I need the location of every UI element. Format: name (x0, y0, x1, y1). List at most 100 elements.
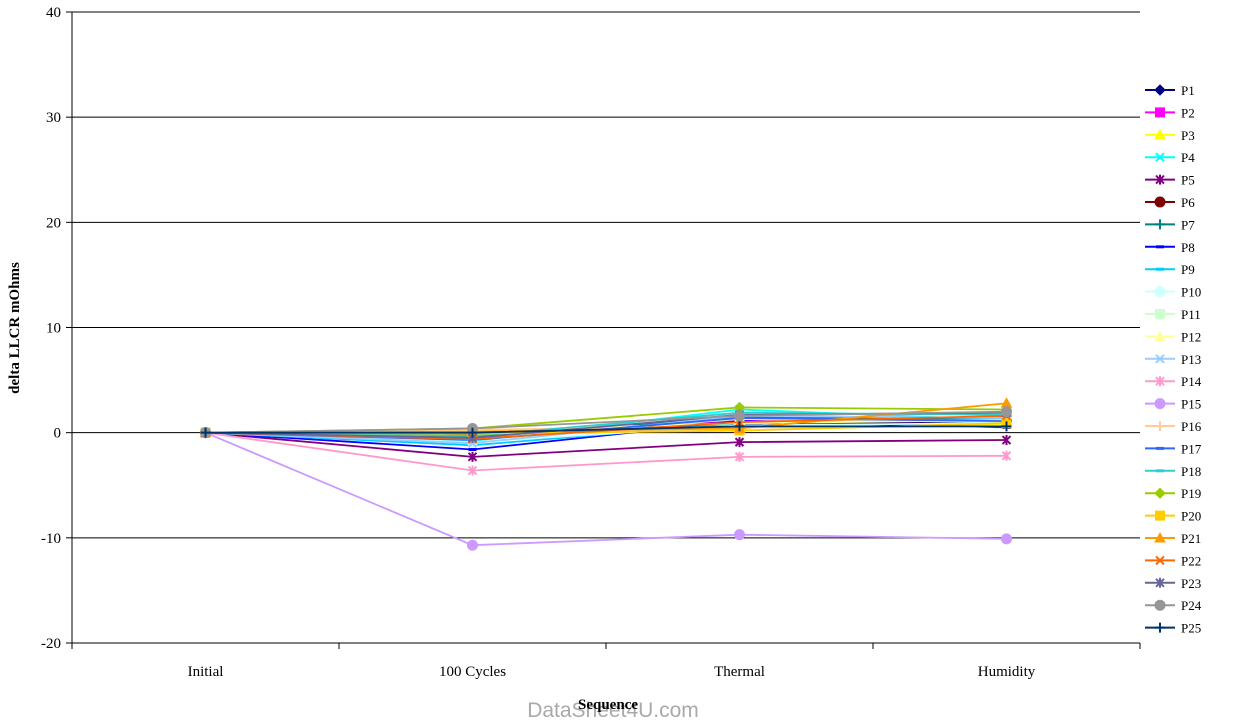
legend-label: P25 (1181, 621, 1201, 636)
series-line (205, 431, 1007, 458)
legend-item: P3 (1145, 128, 1195, 143)
legend-item: P13 (1145, 352, 1201, 367)
legend-item: P7 (1145, 217, 1195, 232)
data-point (467, 539, 478, 551)
legend-item: P23 (1145, 576, 1201, 591)
axes (66, 11, 1141, 649)
y-tick-label: 10 (46, 321, 61, 337)
legend-item: P19 (1145, 486, 1201, 501)
legend-label: P17 (1181, 441, 1202, 456)
x-tick-label: Initial (188, 664, 224, 680)
x-tick-labels: Initial 100 Cycles Thermal Humidity (188, 664, 1036, 680)
legend-label: P14 (1181, 374, 1202, 389)
legend-item: P21 (1145, 531, 1201, 546)
series-lines (199, 397, 1013, 551)
series-line (205, 431, 1007, 547)
data-point (734, 529, 745, 541)
y-tick-label: 20 (46, 215, 61, 231)
x-tick-label: 100 Cycles (439, 664, 506, 680)
legend-item: P6 (1145, 195, 1195, 210)
legend-label: P16 (1181, 419, 1202, 434)
legend-item: P20 (1145, 509, 1201, 524)
y-tick-label: 0 (54, 426, 62, 442)
legend-item: P22 (1145, 553, 1201, 568)
legend-item: P15 (1145, 397, 1201, 412)
legend-label: P6 (1181, 195, 1195, 210)
legend-label: P22 (1181, 553, 1201, 568)
legend: P1 P2 P3 P4 P5 P6 P7 P8 P9 P10 P11 P12 P13 P14 P15 P16 P… (1145, 83, 1202, 636)
legend-label: P3 (1181, 128, 1195, 143)
legend-marker (1155, 152, 1165, 162)
data-point (734, 451, 745, 462)
legend-item: P14 (1145, 374, 1202, 389)
legend-marker (1155, 376, 1165, 387)
legend-label: P18 (1181, 464, 1201, 479)
watermark: DataSheet4U.com (527, 699, 699, 720)
y-tick-label: 30 (46, 110, 61, 126)
legend-marker (1155, 577, 1165, 588)
legend-marker (1154, 487, 1166, 499)
legend-item: P2 (1145, 105, 1195, 120)
legend-marker (1155, 510, 1165, 521)
legend-label: P20 (1181, 509, 1201, 524)
legend-label: P10 (1181, 285, 1201, 300)
legend-item: P11 (1145, 307, 1201, 322)
series-line (205, 431, 1007, 472)
legend-marker (1154, 398, 1166, 410)
legend-item: P1 (1145, 83, 1195, 98)
y-tick-label: -10 (41, 531, 61, 547)
data-point (734, 421, 745, 432)
legend-marker (1155, 622, 1165, 633)
y-tick-label: -20 (41, 636, 61, 652)
data-point (1001, 435, 1012, 446)
legend-label: P15 (1181, 397, 1201, 412)
legend-item: P9 (1145, 262, 1195, 277)
legend-item: P12 (1145, 329, 1201, 344)
legend-item: P10 (1145, 285, 1201, 300)
legend-item: P18 (1145, 464, 1201, 479)
legend-label: P24 (1181, 598, 1202, 613)
series-p25 (200, 421, 1012, 438)
legend-label: P13 (1181, 352, 1201, 367)
legend-marker (1156, 469, 1164, 473)
data-point (468, 447, 477, 451)
legend-marker (1155, 421, 1165, 431)
legend-label: P5 (1181, 173, 1195, 188)
data-point (734, 437, 745, 448)
data-point (467, 465, 478, 476)
legend-marker (1155, 309, 1165, 319)
legend-item: P4 (1145, 150, 1195, 165)
legend-label: P8 (1181, 240, 1195, 255)
legend-marker (1155, 555, 1165, 566)
legend-marker (1155, 107, 1165, 118)
legend-item: P16 (1145, 419, 1202, 434)
legend-label: P2 (1181, 105, 1195, 120)
y-tick-label: 40 (46, 5, 61, 21)
legend-marker (1156, 446, 1164, 450)
legend-marker (1154, 599, 1166, 611)
data-point (1001, 450, 1012, 461)
series-p15 (200, 427, 1012, 551)
data-point (1001, 533, 1012, 545)
legend-label: P12 (1181, 329, 1201, 344)
data-point (200, 427, 211, 438)
legend-label: P1 (1181, 83, 1195, 98)
legend-item: P25 (1145, 621, 1201, 636)
legend-item: P8 (1145, 240, 1195, 255)
legend-label: P21 (1181, 531, 1201, 546)
legend-marker (1154, 196, 1166, 208)
legend-item: P24 (1145, 598, 1202, 613)
x-axis-title: Sequence (578, 697, 638, 713)
legend-item: P17 (1145, 441, 1202, 456)
legend-label: P11 (1181, 307, 1201, 322)
legend-marker (1154, 128, 1166, 140)
data-point (1001, 421, 1012, 432)
legend-marker (1155, 174, 1165, 185)
legend-label: P9 (1181, 262, 1195, 277)
data-point (1001, 406, 1012, 418)
series-line (205, 425, 1007, 434)
legend-marker (1154, 286, 1166, 298)
legend-marker (1154, 330, 1166, 341)
legend-marker (1156, 245, 1164, 249)
y-tick-labels: -20 -10 0 10 20 30 40 (41, 5, 61, 652)
